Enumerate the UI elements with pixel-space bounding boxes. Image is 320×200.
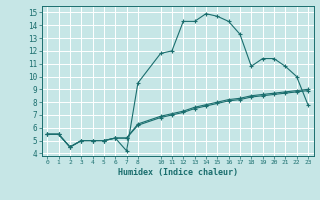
X-axis label: Humidex (Indice chaleur): Humidex (Indice chaleur) (118, 168, 237, 177)
